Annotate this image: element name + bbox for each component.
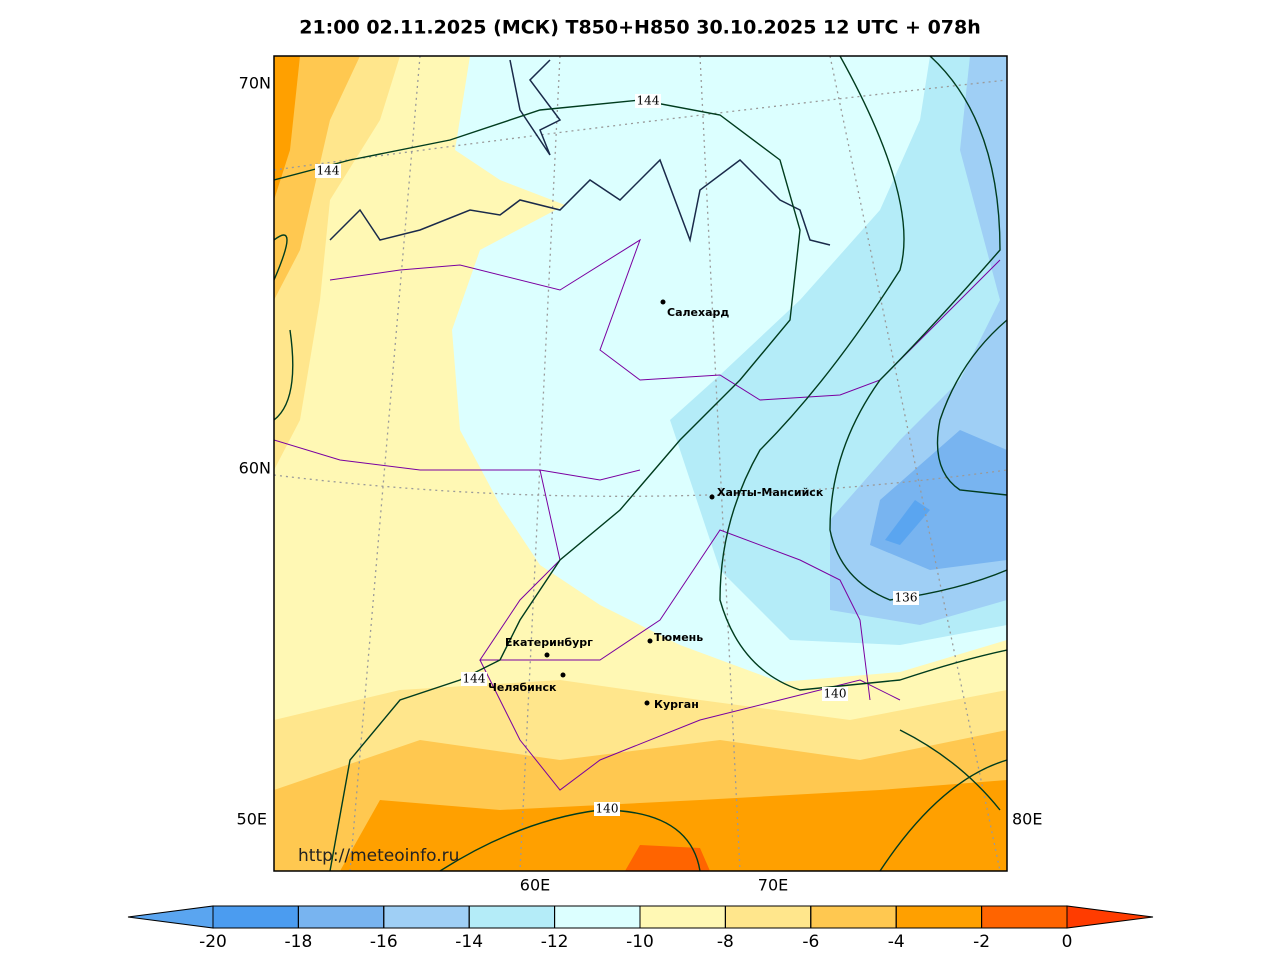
colorbar-tick-label: -8 [717, 932, 734, 952]
colorbar-tick-label: -2 [973, 932, 990, 952]
colorbar-tick-label: -12 [541, 932, 569, 952]
colorbar-segment [297, 905, 385, 929]
city-label: Челябинск [488, 681, 557, 694]
colorbar-tick-label: -20 [199, 932, 227, 952]
contour-label: 144 [637, 94, 660, 108]
contour-label: 144 [463, 672, 486, 686]
city-dot [560, 672, 566, 678]
contour-label-bg [822, 687, 848, 701]
map [274, 56, 1007, 871]
city-label: Екатеринбург [505, 636, 593, 649]
contour-label-bg [461, 672, 487, 686]
city-dot [647, 638, 653, 644]
city-label: Тюмень [654, 631, 703, 644]
city-dot [660, 299, 666, 305]
city-dot [644, 700, 650, 706]
colorbar: -20 -18 -16 -14 -12 -10 -8 -6 -4 -2 0 [127, 905, 1154, 952]
contour-labels: 144 144 144 136 140 140 [315, 94, 919, 816]
colorbar-tick-label: 0 [1062, 932, 1073, 952]
colorbar-segment [895, 905, 983, 929]
colorbar-extend [127, 905, 214, 929]
colorbar-segment [212, 905, 299, 929]
colorbar-segment [639, 905, 726, 929]
colorbar-segment [468, 905, 556, 929]
lon-label: 80E [1012, 810, 1042, 829]
map-frame [273, 55, 1008, 872]
colorbar-extend [1066, 905, 1154, 929]
lon-label: 70E [758, 876, 788, 895]
city-label: Салехард [667, 306, 729, 319]
colorbar-segment [981, 905, 1068, 929]
city-label: Курган [654, 698, 699, 711]
colorbar-tick-label: -18 [285, 932, 313, 952]
contour-label: 144 [317, 164, 340, 178]
colorbar-segment [724, 905, 812, 929]
colorbar-tick-label: -10 [626, 932, 654, 952]
contour-label: 140 [824, 687, 847, 701]
lon-label: 60E [520, 876, 550, 895]
contour-label: 140 [596, 802, 619, 816]
colorbar-segment [383, 905, 470, 929]
cities: Салехард Ханты-Мансийск Екатеринбург Тюм… [488, 299, 824, 711]
contour-label-bg [594, 802, 620, 816]
contour-label-bg [315, 164, 341, 178]
lat-label: 70N [239, 74, 271, 93]
colorbar-tick-label: -16 [370, 932, 398, 952]
colorbar-tick-label: -6 [802, 932, 819, 952]
contour-label-bg [635, 94, 661, 108]
colorbar-tick-label: -4 [888, 932, 905, 952]
lat-label: 60N [239, 459, 271, 478]
colorbar-segment [554, 905, 641, 929]
city-dot [544, 652, 550, 658]
city-dot [709, 494, 715, 500]
source-url: http://meteoinfo.ru [298, 846, 459, 866]
contour-label-bg [893, 591, 919, 605]
colorbar-tick-label: -14 [455, 932, 483, 952]
city-label: Ханты-Мансийск [717, 486, 824, 499]
colorbar-segment [810, 905, 897, 929]
contour-label: 136 [895, 591, 918, 605]
title: 21:00 02.11.2025 (МСК) T850+H850 30.10.2… [299, 17, 981, 39]
lon-label: 50E [237, 810, 267, 829]
